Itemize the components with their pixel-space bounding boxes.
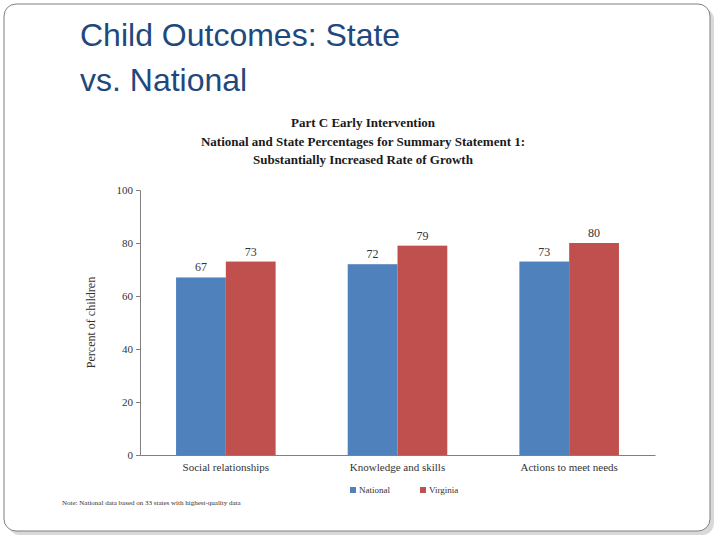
legend-label: National xyxy=(359,485,390,495)
note: Note: National data based on 33 states w… xyxy=(62,499,242,507)
bar xyxy=(176,277,226,455)
data-label: 79 xyxy=(416,229,428,243)
bar xyxy=(348,264,398,455)
y-tick: 0 xyxy=(128,449,141,461)
bars xyxy=(176,243,619,455)
legend: National Virginia xyxy=(350,485,458,495)
data-label: 73 xyxy=(245,245,257,259)
y-tick-label: 60 xyxy=(122,290,134,302)
y-tick-mark xyxy=(136,402,140,403)
y-tick: 80 xyxy=(122,237,140,249)
x-axis: Social relationships Knowledge and skills… xyxy=(141,455,656,473)
y-axis-title: Percent of children xyxy=(84,277,98,368)
slide-heading: Child Outcomes: Statevs. National xyxy=(80,17,400,98)
x-tick: Knowledge and skills xyxy=(350,455,445,473)
bar xyxy=(398,246,448,455)
y-axis: 0 20 40 60 80 100 xyxy=(117,184,141,461)
y-tick: 60 xyxy=(122,290,140,302)
x-tick: Social relationships xyxy=(183,455,269,473)
legend-label: Virginia xyxy=(429,485,458,495)
x-tick-label: Social relationships xyxy=(183,461,269,473)
data-label: 67 xyxy=(195,260,207,274)
y-tick-mark xyxy=(136,455,140,456)
chart-subtitle: National and State Percentages for Summa… xyxy=(201,134,525,149)
slide-frame xyxy=(4,4,710,531)
y-axis-line xyxy=(136,191,141,456)
y-tick-label: 0 xyxy=(128,449,134,461)
x-tick: Actions to meet needs xyxy=(520,455,617,473)
y-tick: 40 xyxy=(122,343,140,355)
chart-title: Part C Early Intervention xyxy=(291,115,436,130)
legend-swatch xyxy=(420,487,426,493)
x-tick-label: Actions to meet needs xyxy=(520,461,617,473)
y-tick-mark xyxy=(136,296,140,297)
y-tick-label: 80 xyxy=(122,237,134,249)
slide: Child Outcomes: Statevs. National Part C … xyxy=(0,0,720,540)
y-tick-mark xyxy=(136,243,140,244)
bar xyxy=(569,243,619,455)
bar xyxy=(519,262,569,455)
y-tick-label: 40 xyxy=(122,343,134,355)
legend-swatch xyxy=(350,487,356,493)
x-tick-label: Knowledge and skills xyxy=(350,461,445,473)
y-tick-mark xyxy=(136,190,140,191)
y-tick: 100 xyxy=(117,184,141,196)
data-label: 72 xyxy=(367,247,379,261)
bar xyxy=(226,262,276,455)
y-tick: 20 xyxy=(122,396,140,408)
chart-subtitle: Substantially Increased Rate of Growth xyxy=(253,152,474,167)
x-axis-line xyxy=(141,455,656,456)
data-labels: 67 72 73 73 79 80 xyxy=(195,226,600,274)
y-tick-label: 100 xyxy=(117,184,134,196)
y-tick-label: 20 xyxy=(122,396,134,408)
data-label: 80 xyxy=(588,226,600,240)
y-tick-mark xyxy=(136,349,140,350)
data-label: 73 xyxy=(538,245,550,259)
